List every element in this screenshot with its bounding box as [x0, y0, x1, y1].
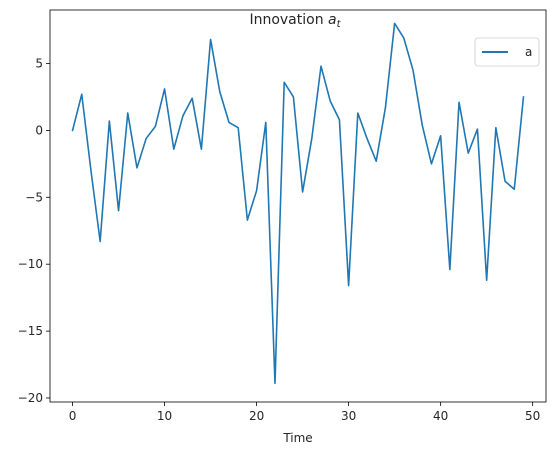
series-line-a: [71, 22, 525, 385]
chart-title-text: Innovation: [249, 12, 328, 28]
x-tick-label: 40: [433, 409, 448, 423]
axes-frame: [49, 9, 547, 403]
y-axis: −20 −15 −10 −5 0 5: [18, 57, 50, 405]
x-tick-label: 0: [69, 409, 77, 423]
plot-area: [71, 22, 525, 385]
x-axis-label: Time: [282, 431, 312, 445]
chart-title-symbol: a: [328, 12, 337, 28]
y-tick-label: 5: [35, 57, 43, 71]
y-tick-label: −10: [18, 257, 43, 271]
x-axis: 0 10 20 30 40 50: [69, 402, 540, 423]
chart-title: Innovation at: [249, 12, 341, 30]
x-tick-label: 10: [157, 409, 172, 423]
x-tick-label: 50: [525, 409, 540, 423]
legend: a: [474, 37, 540, 67]
y-tick-label: −15: [18, 324, 43, 338]
chart-title-subscript: t: [337, 19, 342, 30]
y-tick-label: −5: [25, 190, 43, 204]
y-tick-label: −20: [18, 391, 43, 405]
y-tick-label: 0: [35, 123, 43, 137]
legend-series-a-label: a: [525, 45, 532, 59]
x-tick-label: 20: [249, 409, 264, 423]
x-tick-label: 30: [341, 409, 356, 423]
